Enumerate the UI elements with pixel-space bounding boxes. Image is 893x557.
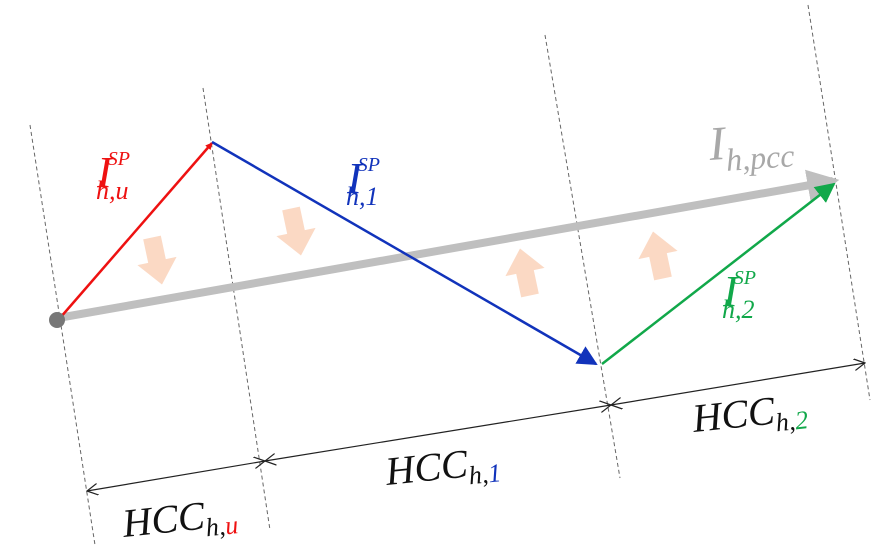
label-i-1: ISP h,1 (346, 154, 380, 211)
label-i-2: ISP h,2 (722, 267, 756, 324)
label-hcc-1: HCCh,1 (382, 437, 502, 499)
i-u-vector (59, 142, 213, 319)
down-arrow-2 (276, 206, 316, 256)
label-hcc-2: HCCh,2 (689, 384, 809, 446)
transfer-arrows (137, 206, 678, 298)
up-arrow-2 (638, 231, 678, 281)
down-arrow-1 (137, 235, 177, 285)
guide-line-4 (807, 4, 871, 401)
guide-line-2 (202, 87, 271, 531)
guide-line-1 (29, 124, 96, 546)
i-1-vector (211, 140, 598, 366)
label-i-pcc: Ih,pcc (706, 112, 795, 179)
dim-hcc-u (87, 461, 265, 491)
label-hcc-u: HCCh,u (119, 489, 239, 551)
guide-line-3 (544, 34, 621, 479)
dimension-lines (87, 363, 865, 491)
i-pcc-vector (57, 169, 840, 322)
label-i-u: ISP h,u (96, 148, 130, 205)
dim-hcc-2 (611, 363, 865, 405)
dim-hcc-1 (265, 405, 611, 461)
i-2-vector (601, 182, 836, 365)
up-arrow-1 (505, 248, 545, 298)
origin-dot (49, 312, 65, 328)
